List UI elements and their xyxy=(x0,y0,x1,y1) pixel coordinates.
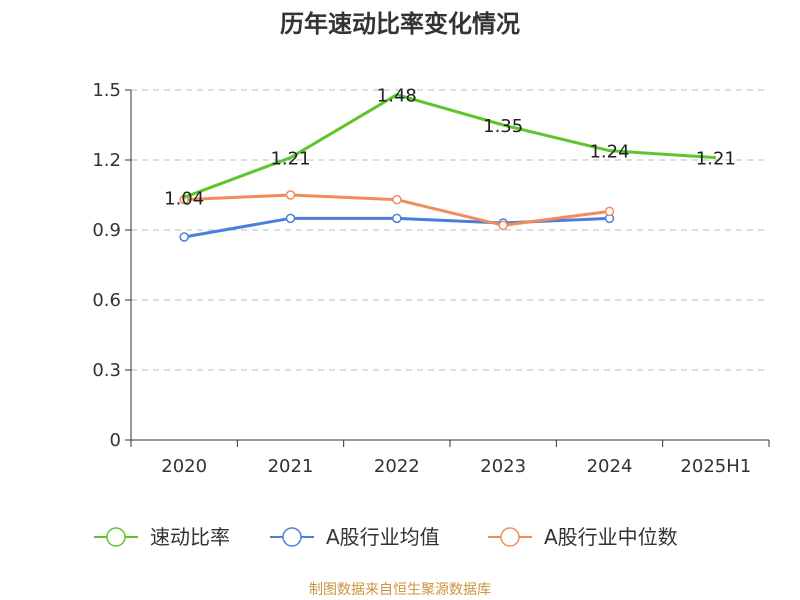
y-tick-label: 1.2 xyxy=(92,150,121,171)
data-point xyxy=(285,213,296,224)
axes: 0 0.3 0.6 0.9 1.2 1.5 2020 2021 2022 2023 2024 2025… xyxy=(92,80,770,477)
data-label: 1.24 xyxy=(589,142,629,163)
data-point xyxy=(392,194,402,205)
y-tick-label: 0.3 xyxy=(92,360,121,381)
legend-item-0[interactable]: 速动比率 xyxy=(94,525,230,549)
legend-label: A股行业均值 xyxy=(326,525,440,549)
legend-item-1[interactable]: A股行业均值 xyxy=(270,525,440,549)
legend[interactable]: 速动比率 A股行业均值 A股行业中位数 xyxy=(94,525,678,549)
data-label: 1.21 xyxy=(696,149,736,170)
legend-item-2[interactable]: A股行业中位数 xyxy=(488,525,678,549)
data-point xyxy=(498,220,508,231)
x-tick-label: 2023 xyxy=(480,456,526,477)
data-point xyxy=(285,190,296,200)
x-tick-label: 2025H1 xyxy=(680,456,751,477)
x-tick-label: 2024 xyxy=(587,456,633,477)
data-label: 1.21 xyxy=(270,149,310,170)
x-tick-label: 2020 xyxy=(161,456,207,477)
y-tick-label: 0.6 xyxy=(92,290,121,311)
data-point xyxy=(604,206,615,217)
source-note: 制图数据来自恒生聚源数据库 xyxy=(309,582,491,598)
x-tick-label: 2021 xyxy=(268,456,314,477)
gridlines xyxy=(131,89,769,371)
legend-label: 速动比率 xyxy=(150,525,230,549)
data-point xyxy=(179,232,189,242)
legend-marker xyxy=(106,527,126,547)
chart-title: 历年速动比率变化情况 xyxy=(280,10,520,38)
y-tick-label: 0.9 xyxy=(92,220,121,241)
y-tick-label: 0 xyxy=(110,430,121,451)
x-tick-label: 2022 xyxy=(374,456,420,477)
data-point xyxy=(392,213,402,224)
y-tick-label: 1.5 xyxy=(92,80,121,101)
legend-marker xyxy=(500,527,520,547)
series-layer xyxy=(179,93,716,242)
legend-marker xyxy=(282,527,302,547)
data-label: 1.04 xyxy=(164,188,204,209)
data-label: 1.35 xyxy=(483,116,523,137)
data-labels: 1.04 1.21 1.48 1.35 1.24 1.21 xyxy=(164,86,736,210)
data-label: 1.48 xyxy=(377,86,417,107)
legend-label: A股行业中位数 xyxy=(544,525,678,549)
series-line-0 xyxy=(183,93,716,199)
